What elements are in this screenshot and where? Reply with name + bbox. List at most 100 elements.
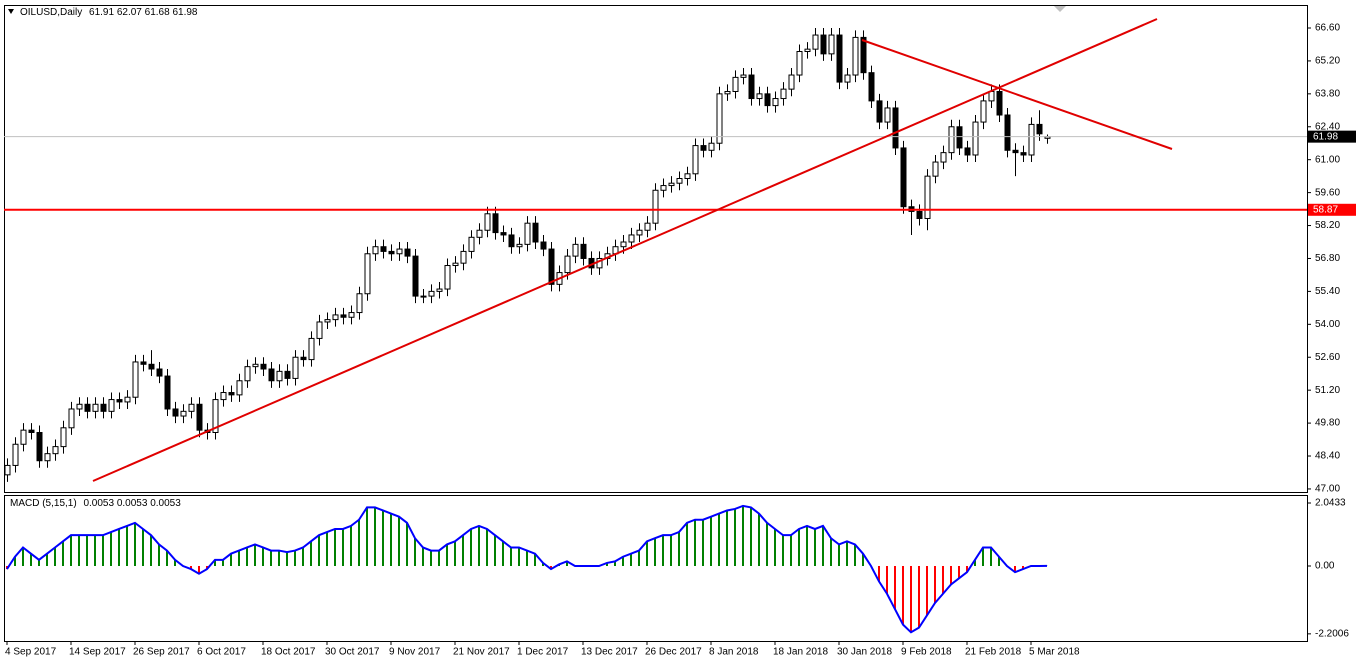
- candle-body: [820, 34, 827, 55]
- x-tick-label: 4 Sep 2017: [5, 647, 57, 658]
- close-value: 61.98: [172, 7, 197, 18]
- candle-body: [356, 293, 363, 314]
- macd-bar: [78, 535, 80, 566]
- x-tick-label: 26 Dec 2017: [645, 647, 702, 658]
- macd-bar: [654, 538, 656, 566]
- x-tick-label: 21 Nov 2017: [453, 647, 510, 658]
- candle-body: [708, 142, 715, 151]
- x-tick-label: 30 Oct 2017: [325, 647, 380, 658]
- macd-bar: [38, 559, 40, 566]
- macd-bar: [238, 550, 240, 566]
- macd-bar: [990, 547, 992, 566]
- candle-body: [692, 145, 699, 175]
- candle-body: [964, 147, 971, 156]
- macd-bar: [270, 550, 272, 566]
- macd-bar: [46, 553, 48, 566]
- candle-body: [868, 72, 875, 102]
- candle-body: [84, 403, 91, 412]
- y-tick-label: 0.00: [1315, 561, 1335, 572]
- shift-marker[interactable]: [1054, 6, 1066, 12]
- macd-bar: [694, 519, 696, 566]
- macd-bar: [262, 547, 264, 566]
- candle-body: [180, 410, 187, 417]
- macd-bar: [606, 562, 608, 566]
- macd-bar: [94, 535, 96, 566]
- candle-body: [428, 290, 435, 297]
- candle-body: [156, 368, 163, 377]
- candle-body: [1012, 149, 1019, 154]
- candle-body: [420, 295, 427, 298]
- trend-line[interactable]: [861, 39, 1173, 150]
- macd-bar: [830, 538, 832, 566]
- candle-body: [212, 399, 219, 433]
- candle-body: [444, 265, 451, 290]
- macd-bar: [742, 505, 744, 566]
- candle-body: [36, 431, 43, 462]
- x-tick-label: 9 Nov 2017: [389, 647, 441, 658]
- candle-body: [484, 213, 491, 231]
- candle-body: [236, 380, 243, 396]
- hline-label: 58.87: [1313, 204, 1338, 215]
- macd-bar: [526, 550, 528, 566]
- candle-body: [396, 248, 403, 255]
- candle-body: [876, 100, 883, 123]
- macd-bar: [126, 525, 128, 566]
- macd-bar: [86, 535, 88, 566]
- macd-bar: [670, 535, 672, 566]
- candle-body: [700, 145, 707, 151]
- candle-body: [60, 427, 67, 448]
- macd-bar: [566, 561, 568, 566]
- candle-body: [580, 243, 587, 259]
- macd-bar: [286, 552, 288, 566]
- candle-body: [540, 241, 547, 250]
- macd-bar: [438, 550, 440, 566]
- macd-bar: [814, 528, 816, 566]
- macd-bar: [62, 541, 64, 566]
- macd-bar: [342, 528, 344, 566]
- y-tick-label: 48.40: [1315, 451, 1340, 462]
- macd-bar: [782, 535, 784, 566]
- macd-bar: [758, 513, 760, 566]
- y-tick-label: 56.80: [1315, 253, 1340, 264]
- macd-bar: [70, 535, 72, 566]
- candle-body: [516, 243, 523, 248]
- macd-bar: [366, 507, 368, 566]
- macd-bar: [334, 528, 336, 566]
- macd-bar: [534, 553, 536, 566]
- price-panel-frame: [4, 5, 1308, 493]
- macd-bar: [630, 553, 632, 566]
- macd-bar: [502, 541, 504, 566]
- macd-bar: [718, 513, 720, 566]
- macd-bar: [206, 565, 208, 570]
- macd-bar: [950, 565, 952, 585]
- y-tick-label: 55.40: [1315, 286, 1340, 297]
- candle-body: [92, 403, 99, 412]
- candle-body: [196, 403, 203, 431]
- candle-body: [660, 185, 667, 191]
- candle-body: [108, 399, 115, 412]
- candle-body: [20, 429, 27, 445]
- trend-line[interactable]: [92, 18, 1158, 482]
- macd-bar: [118, 528, 120, 566]
- candle-body: [300, 356, 307, 361]
- macd-bar: [230, 553, 232, 566]
- macd-bar: [878, 565, 880, 582]
- candle-body: [284, 370, 291, 379]
- candle-body: [1004, 114, 1011, 151]
- macd-bar: [510, 547, 512, 566]
- candle-body: [916, 210, 923, 219]
- candle-body: [492, 213, 499, 234]
- y-tick-label: 49.80: [1315, 418, 1340, 429]
- x-tick-label: 30 Jan 2018: [837, 647, 892, 658]
- chart-header: OILUSD,Daily 61.91 62.07 61.68 61.98: [20, 7, 198, 18]
- y-tick-label: 51.20: [1315, 385, 1340, 396]
- candle-body: [380, 246, 387, 252]
- macd-hist-value: 0.0053: [150, 498, 181, 509]
- candle-body: [404, 248, 411, 257]
- candle-body: [812, 34, 819, 50]
- x-tick-label: 21 Feb 2018: [965, 647, 1022, 658]
- macd-bar: [750, 507, 752, 566]
- x-tick-label: 26 Sep 2017: [133, 647, 190, 658]
- menu-triangle[interactable]: [8, 9, 14, 14]
